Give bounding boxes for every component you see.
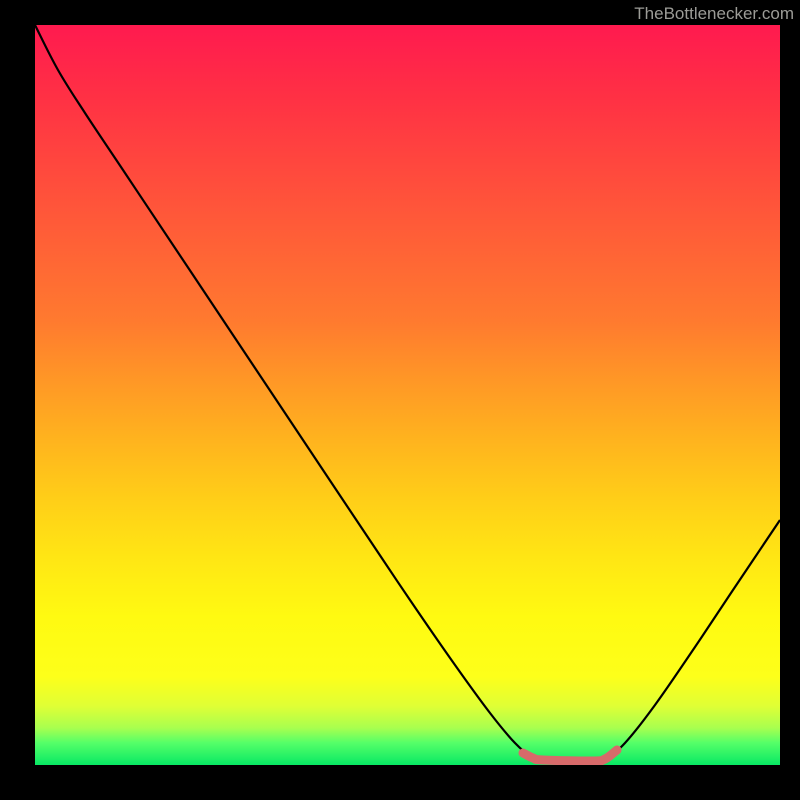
highlight-curve [523,750,617,761]
frame-bottom [0,765,800,800]
frame-right [780,0,800,800]
watermark-text: TheBottlenecker.com [634,4,794,24]
chart-lines-svg [35,25,780,765]
frame-left [0,0,35,800]
chart-plot-area [35,25,780,765]
main-curve [35,25,780,761]
